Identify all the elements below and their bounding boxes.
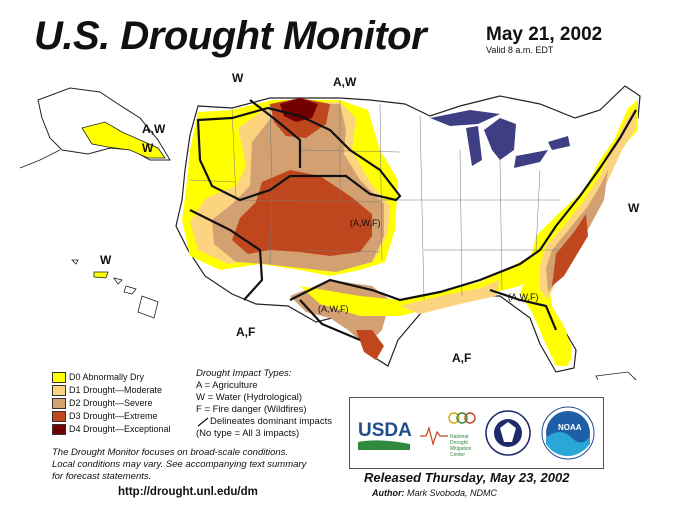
note-line-3: for forecast statements. [52, 471, 152, 482]
label-w-nw: W [232, 71, 244, 85]
commerce-seal-icon [485, 410, 531, 456]
great-lakes [430, 110, 570, 168]
impact-heading: Drought Impact Types: [196, 368, 292, 379]
impact-line-a: A = Agriculture [196, 380, 258, 391]
legend-item-d0: D0 Abnormally Dry [52, 371, 144, 383]
legend-item-d4: D4 Drought—Exceptional [52, 423, 171, 435]
legend-label-d3: D3 Drought—Extreme [69, 411, 158, 421]
valid-time: Valid 8 a.m. EDT [486, 45, 554, 55]
legend-label-d1: D1 Drought—Moderate [69, 385, 163, 395]
label-w-east: W [628, 201, 640, 215]
svg-text:NOAA: NOAA [558, 423, 582, 432]
label-aw-north: A,W [333, 75, 357, 89]
release-date: Released Thursday, May 23, 2002 [364, 470, 570, 485]
impact-delineates-row: Delineates dominant impacts [196, 416, 332, 428]
usda-logo: USDA [358, 420, 412, 450]
state-boundaries [189, 100, 560, 301]
disclaimer-note: The Drought Monitor focuses on broad-sca… [52, 447, 306, 483]
legend-item-d1: D1 Drought—Moderate [52, 384, 162, 396]
legend-swatch-d1 [52, 384, 66, 396]
impact-line-w: W = Water (Hydrological) [196, 392, 303, 403]
author-line: Author: Mark Svoboda, NDMC [372, 488, 497, 498]
svg-text:Mitigation: Mitigation [450, 446, 472, 452]
alaska [19, 87, 171, 169]
legend-label-d0: D0 Abnormally Dry [69, 372, 145, 382]
legend-item-d3: D3 Drought—Extreme [52, 410, 158, 422]
drought-map: W A,W A,W W W (A,W,F) A,F (A,W,F) A,F (A… [19, 71, 641, 380]
svg-text:Center: Center [450, 452, 465, 458]
legend-swatch-d2 [52, 397, 66, 409]
svg-text:USDA: USDA [358, 420, 412, 441]
map-title: U.S. Drought Monitor [34, 14, 427, 58]
map-date: May 21, 2002 [486, 24, 603, 45]
impact-delineates: Delineates dominant impacts [210, 416, 332, 427]
svg-text:National: National [450, 434, 468, 440]
puerto-rico [595, 371, 637, 380]
legend-swatch-d4 [52, 423, 66, 435]
label-awf-tx: (A,W,F) [318, 304, 349, 314]
impact-no-type: (No type = All 3 impacts) [196, 428, 300, 439]
boundary-line-icon [197, 417, 209, 427]
impact-line-f: F = Fire danger (Wildfires) [196, 404, 307, 415]
label-af-tx: A,F [452, 351, 471, 365]
logos-svg: USDA National Drought Mitigation Center … [358, 406, 595, 460]
legend-swatch-d0 [52, 371, 66, 383]
author-label: Author: [372, 488, 405, 498]
ndmc-logo: National Drought Mitigation Center [420, 412, 476, 458]
legend-label-d4: D4 Drought—Exceptional [69, 424, 171, 434]
label-w-hawaii: W [100, 253, 112, 267]
impact-types: Drought Impact Types: A = Agriculture W … [196, 368, 332, 440]
svg-text:Drought: Drought [450, 440, 468, 446]
hawaii [71, 259, 159, 319]
note-line-2: Local conditions may vary. See accompany… [52, 459, 307, 470]
impact-labels: W A,W A,W W W (A,W,F) A,F (A,W,F) A,F (A… [100, 71, 640, 365]
legend-label-d2: D2 Drought—Severe [69, 398, 153, 408]
legend-item-d2: D2 Drought—Severe [52, 397, 153, 409]
website-url[interactable]: http://drought.unl.edu/dm [118, 486, 258, 498]
label-awf-co: (A,W,F) [350, 218, 381, 228]
legend-swatch-d3 [52, 410, 66, 422]
impact-boundaries [189, 99, 637, 342]
author-name: Mark Svoboda, NDMC [407, 488, 498, 498]
label-af-sw: A,F [236, 325, 255, 339]
note-line-1: The Drought Monitor focuses on broad-sca… [52, 447, 289, 458]
label-w-alaska: W [142, 141, 154, 155]
label-aw-alaska: A,W [142, 122, 166, 136]
label-awf-se: (A,W,F) [508, 292, 539, 302]
noaa-logo: NOAA [541, 406, 595, 460]
agency-logos: USDA National Drought Mitigation Center … [349, 397, 604, 469]
